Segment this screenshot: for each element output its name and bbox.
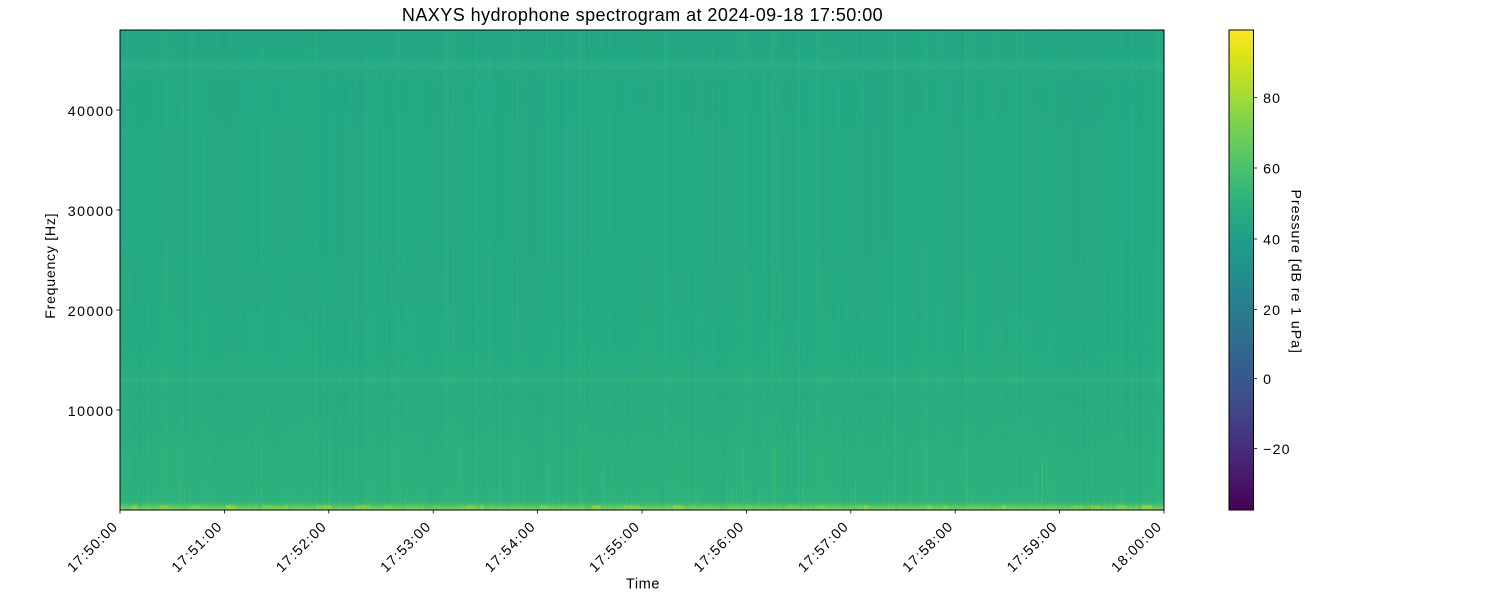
svg-text:10000: 10000 [68, 404, 115, 420]
svg-text:Time: Time [626, 577, 660, 593]
svg-text:40: 40 [1263, 233, 1281, 249]
svg-text:NAXYS hydrophone spectrogram a: NAXYS hydrophone spectrogram at 2024-09-… [402, 5, 883, 25]
svg-text:20: 20 [1263, 303, 1281, 319]
svg-text:Frequency [Hz]: Frequency [Hz] [43, 213, 59, 319]
svg-text:−20: −20 [1263, 442, 1291, 458]
svg-text:60: 60 [1263, 162, 1281, 178]
svg-text:0: 0 [1263, 372, 1272, 388]
svg-text:20000: 20000 [68, 304, 115, 320]
svg-text:Pressure [dB re 1 uPa]: Pressure [dB re 1 uPa] [1288, 189, 1304, 353]
svg-text:30000: 30000 [68, 204, 115, 220]
svg-text:80: 80 [1263, 91, 1281, 107]
svg-text:40000: 40000 [68, 104, 115, 120]
